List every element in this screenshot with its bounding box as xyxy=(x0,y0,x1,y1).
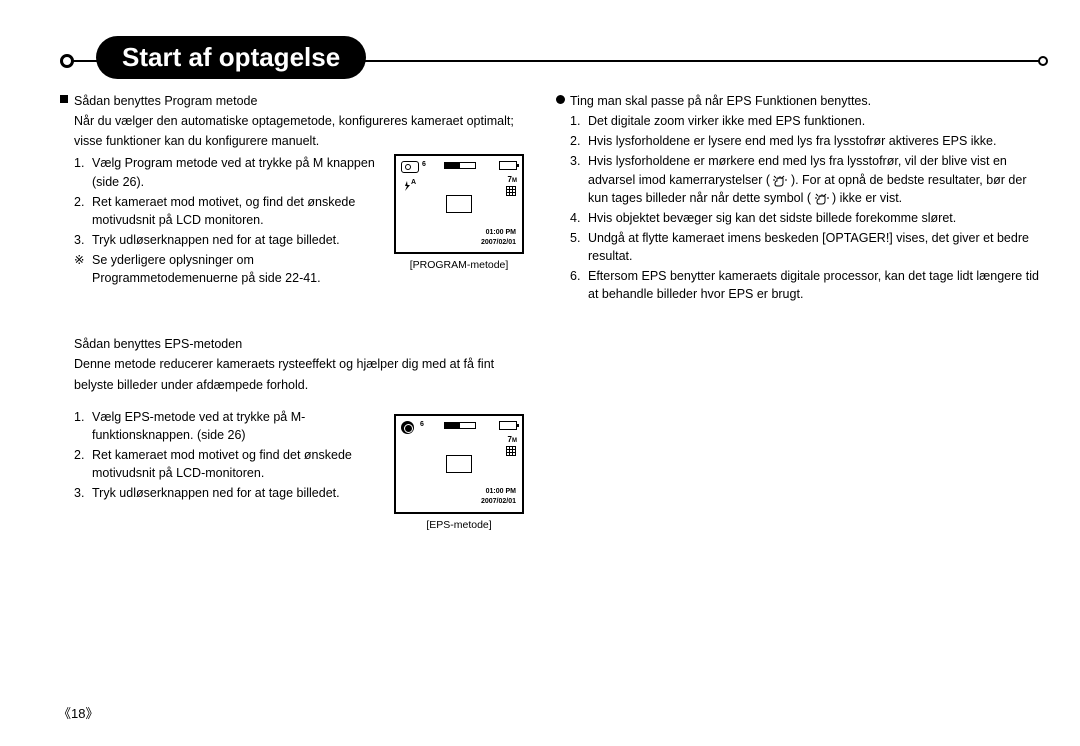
focus-frame-icon xyxy=(446,455,472,473)
section1-heading: Sådan benyttes Program metode xyxy=(60,92,524,110)
lcd-caption: [EPS-metode] xyxy=(394,518,524,533)
section2-heading: Sådan benyttes EPS-metoden xyxy=(60,335,524,353)
list-item: 1.Det digitale zoom virker ikke med EPS … xyxy=(570,112,1044,130)
right-heading-text: Ting man skal passe på når EPS Funktione… xyxy=(570,94,871,108)
header-dot-icon xyxy=(60,54,74,68)
section1-note-line1: Se yderligere oplysninger om xyxy=(92,253,254,267)
section1-intro-line1: Når du vælger den automatiske optagemeto… xyxy=(60,112,524,130)
section1-heading-text: Sådan benyttes Program metode xyxy=(74,94,257,108)
lcd-time: 01:00 PM xyxy=(486,228,516,238)
section1-intro-line2: visse funktioner kan du konfigurere manu… xyxy=(60,132,524,150)
flash-auto-label: A xyxy=(411,178,416,188)
lcd-date: 2007/02/01 xyxy=(481,497,516,507)
page-number: 《18》 xyxy=(58,703,98,722)
list-item: 2.Ret kameraet mod motivet, og find det … xyxy=(74,193,378,229)
focus-frame-icon xyxy=(446,195,472,213)
header-end-dot-icon xyxy=(1038,56,1048,66)
right-heading: Ting man skal passe på når EPS Funktione… xyxy=(556,92,1044,110)
list-item: 1.Vælg Program metode ved at trykke på M… xyxy=(74,154,378,190)
quality-icon xyxy=(506,446,516,456)
camera-shake-icon xyxy=(815,192,829,204)
resolution-label: 7M xyxy=(508,174,517,186)
lcd-time: 01:00 PM xyxy=(486,487,516,497)
right-column: Ting man skal passe på når EPS Funktione… xyxy=(556,92,1044,303)
section2-body: 1.Vælg EPS-metode ved at trykke på M-fun… xyxy=(60,408,524,548)
lcd-date: 2007/02/01 xyxy=(481,238,516,248)
lcd-program: 6 A 7M 01:00 PM 2007/02/01 [PROGRAM-meto… xyxy=(394,154,524,273)
square-bullet-icon xyxy=(60,95,68,103)
list-item: 5.Undgå at flytte kameraet imens beskede… xyxy=(570,229,1044,265)
quality-icon xyxy=(506,186,516,196)
section2-intro-line2: belyste billeder under afdæmpede forhold… xyxy=(60,376,524,394)
lcd-screen: 6 7M 01:00 PM 2007/02/01 xyxy=(394,414,524,514)
list-item: 3.Hvis lysforholdene er mørkere end med … xyxy=(570,152,1044,206)
battery-icon xyxy=(499,161,517,170)
mode-icon xyxy=(401,421,414,434)
note-mark-icon: ※ xyxy=(74,251,92,287)
list-item: 2.Hvis lysforholdene er lysere end med l… xyxy=(570,132,1044,150)
list-item: 2.Ret kameraet mod motivet og find det ø… xyxy=(74,446,378,482)
list-item: 3.Tryk udløserknappen ned for at tage bi… xyxy=(74,484,378,502)
right-item-3-text: Hvis lysforholdene er mørkere end med ly… xyxy=(588,152,1044,206)
lcd-screen: 6 A 7M 01:00 PM 2007/02/01 xyxy=(394,154,524,254)
lcd-eps: 6 7M 01:00 PM 2007/02/01 [EPS-metode] xyxy=(394,414,524,533)
zoom-bar-icon xyxy=(444,162,476,169)
list-item: 4.Hvis objektet bevæger sig kan det sids… xyxy=(570,209,1044,227)
camera-shake-icon xyxy=(773,174,787,186)
section1-note: ※ Se yderligere oplysninger om Programme… xyxy=(60,251,378,287)
mode-icon xyxy=(401,161,419,173)
list-item: 6.Eftersom EPS benytter kameraets digita… xyxy=(570,267,1044,303)
battery-icon xyxy=(499,421,517,430)
list-item: 3.Tryk udløserknappen ned for at tage bi… xyxy=(74,231,378,249)
zoom-bar-icon xyxy=(444,422,476,429)
left-column: Sådan benyttes Program metode Når du væl… xyxy=(60,92,524,548)
round-bullet-icon xyxy=(556,95,565,104)
lcd-caption: [PROGRAM-metode] xyxy=(394,258,524,273)
section2-intro-line1: Denne metode reducerer kameraets rysteef… xyxy=(60,355,524,373)
section2-list: 1.Vælg EPS-metode ved at trykke på M-fun… xyxy=(60,408,378,503)
page-title: Start af optagelse xyxy=(96,36,366,79)
section1-body: 1.Vælg Program metode ved at trykke på M… xyxy=(60,154,524,287)
lcd-top-num: 6 xyxy=(422,160,426,170)
section1-note-line2: Programmetodemenuerne på side 22-41. xyxy=(92,271,321,285)
resolution-label: 7M xyxy=(508,434,517,446)
right-list: 1.Det digitale zoom virker ikke med EPS … xyxy=(556,112,1044,303)
lcd-top-num: 6 xyxy=(420,420,424,430)
list-item: 1.Vælg EPS-metode ved at trykke på M-fun… xyxy=(74,408,378,444)
section1-list: 1.Vælg Program metode ved at trykke på M… xyxy=(60,154,378,249)
